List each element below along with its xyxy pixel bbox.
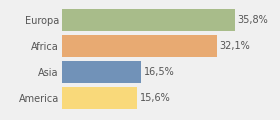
- Text: 32,1%: 32,1%: [220, 41, 251, 51]
- Bar: [62, 87, 137, 109]
- Bar: [62, 9, 235, 31]
- Bar: [62, 61, 141, 83]
- Text: 16,5%: 16,5%: [144, 67, 175, 77]
- Text: 35,8%: 35,8%: [238, 15, 269, 25]
- Text: 15,6%: 15,6%: [140, 93, 171, 103]
- Bar: [62, 35, 217, 57]
